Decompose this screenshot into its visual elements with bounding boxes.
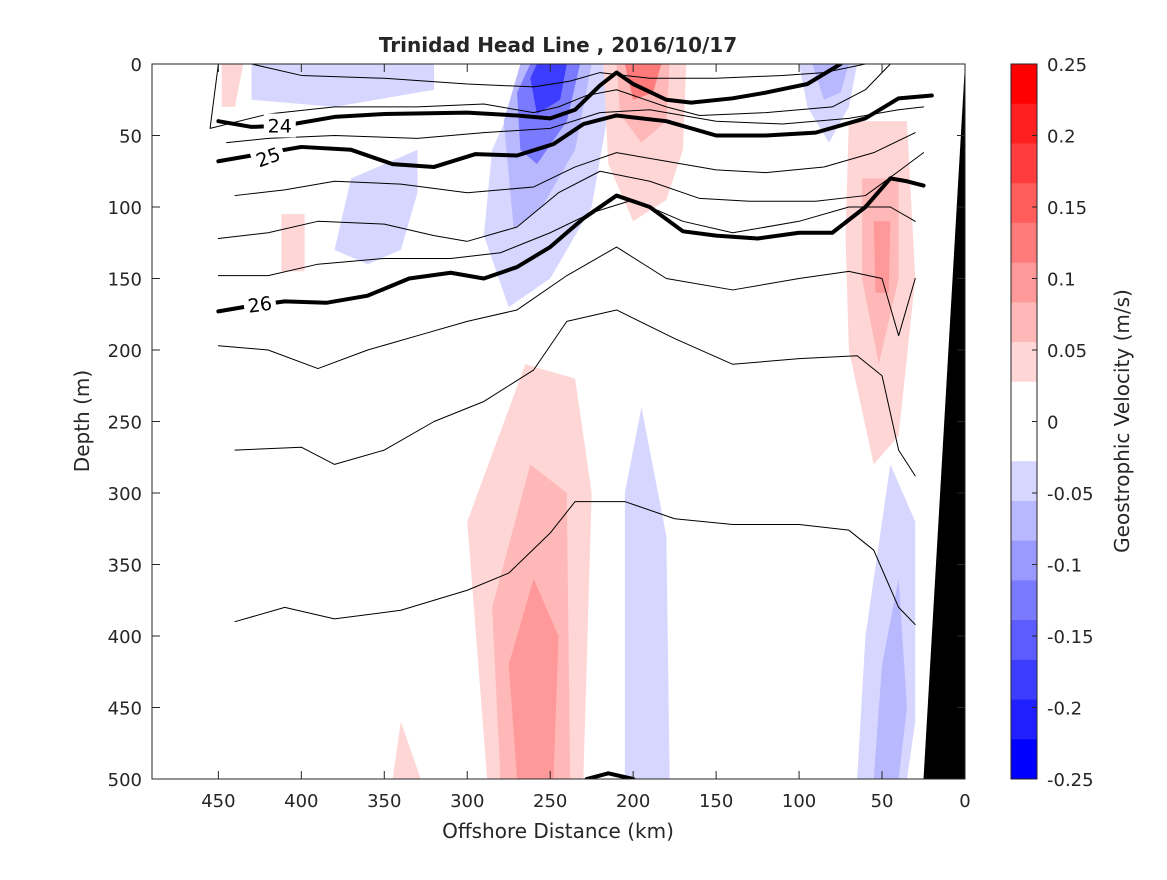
colorbar-tick-label-8: -0.15 — [1047, 627, 1094, 648]
velocity-region-10 — [624, 64, 662, 100]
velocity-region-18 — [508, 578, 559, 779]
colorbar-tick-label-3: 0.1 — [1047, 270, 1076, 291]
y-tick-label-9: 450 — [108, 699, 142, 720]
velocity-region-3 — [281, 214, 305, 272]
x-tick-label-3: 300 — [450, 791, 484, 812]
y-tick-label-3: 150 — [108, 270, 142, 291]
bathymetry-wedge — [923, 64, 965, 779]
colorbar-tick-label-10: -0.25 — [1047, 770, 1094, 791]
y-tick-label-6: 300 — [108, 484, 142, 505]
colorbar-segment-0 — [1011, 64, 1037, 105]
y-tick-label-0: 0 — [131, 55, 142, 76]
velocity-region-0 — [221, 64, 244, 107]
y-tick-label-5: 250 — [108, 413, 142, 434]
velocity-region-7 — [530, 64, 567, 115]
x-tick-label-5: 200 — [616, 791, 650, 812]
x-tick-label-7: 100 — [782, 791, 816, 812]
y-tick-label-2: 100 — [108, 198, 142, 219]
contour-label-bg-1 — [263, 113, 296, 138]
y-tick-label-1: 50 — [119, 127, 142, 148]
density-contour-8 — [217, 199, 916, 277]
colorbar-tick-label-6: -0.05 — [1047, 484, 1094, 505]
colorbar-tick-label-4: 0.05 — [1047, 341, 1087, 362]
colorbar — [1011, 64, 1037, 780]
contour-label-1: 24 — [268, 115, 292, 137]
y-axis-label: Depth (m) — [70, 370, 94, 472]
contour-label-bg-3 — [249, 140, 288, 174]
chart-title: Trinidad Head Line , 2016/10/17 — [379, 33, 737, 57]
colorbar-segment-1 — [1011, 103, 1037, 144]
velocity-region-19 — [624, 407, 670, 779]
colorbar-segment-12 — [1011, 540, 1037, 581]
colorbar-segment-9 — [1011, 421, 1037, 462]
colorbar-tick-label-5: 0 — [1047, 413, 1058, 434]
colorbar-segment-11 — [1011, 500, 1037, 542]
colorbar-segment-16 — [1011, 699, 1037, 740]
density-contour-0 — [251, 64, 866, 88]
contour-label-7: 26 — [246, 293, 273, 318]
velocity-region-21 — [873, 578, 907, 779]
density-contour-11 — [234, 501, 916, 626]
density-contour-4 — [226, 106, 925, 144]
velocity-region-22 — [392, 721, 421, 779]
x-tick-label-9: 0 — [959, 791, 970, 812]
colorbar-tick-label-7: -0.1 — [1047, 556, 1082, 577]
colorbar-segment-6 — [1011, 302, 1037, 343]
velocity-region-2 — [334, 149, 418, 265]
density-contour-3 — [216, 93, 934, 169]
x-tick-label-6: 150 — [699, 791, 733, 812]
colorbar-segment-17 — [1011, 739, 1037, 780]
y-axis-ticks: 0 50 100 150 200 250 300 350 400 450 500 — [108, 55, 965, 791]
colorbar-tick-label-2: 0.15 — [1047, 198, 1087, 219]
x-tick-label-1: 400 — [284, 791, 318, 812]
x-axis-ticks: 450 400 350 300 250 200 150 100 50 0 — [201, 64, 971, 812]
colorbar-label: Geostrophic Velocity (m/s) — [1110, 289, 1134, 553]
x-tick-label-2: 350 — [367, 791, 401, 812]
y-tick-label-7: 350 — [108, 556, 142, 577]
density-contour-6 — [217, 152, 925, 242]
colorbar-tick-label-0: 0.25 — [1047, 55, 1087, 76]
bathymetry — [923, 64, 965, 779]
colorbar-tick-label-9: -0.2 — [1047, 699, 1082, 720]
density-contour-2 — [209, 64, 891, 129]
colorbar-ticks: 0.25 0.2 0.15 0.1 0.05 0 -0.05 -0.1 -0.15 -0.2 -0.… — [1032, 55, 1094, 791]
y-tick-label-8: 400 — [108, 627, 142, 648]
colorbar-segment-8 — [1011, 381, 1037, 422]
y-tick-label-10: 500 — [108, 770, 142, 791]
density-contour-1 — [216, 64, 843, 129]
x-axis-label: Offshore Distance (km) — [442, 819, 674, 843]
density-contour-10 — [234, 309, 916, 477]
colorbar-segment-10 — [1011, 461, 1037, 502]
colorbar-segment-15 — [1011, 659, 1037, 701]
x-tick-label-8: 50 — [871, 791, 894, 812]
colorbar-segment-3 — [1011, 183, 1037, 224]
colorbar-segment-13 — [1011, 580, 1037, 621]
density-contour-7 — [216, 176, 926, 314]
contour-label-bg-7 — [242, 290, 278, 319]
colorbar-segment-7 — [1011, 342, 1037, 383]
density-contour-9 — [217, 246, 916, 370]
colorbar-segment-5 — [1011, 262, 1037, 303]
colorbar-segment-4 — [1011, 222, 1037, 264]
density-contour-5 — [234, 132, 916, 197]
x-tick-label-0: 450 — [201, 791, 235, 812]
colorbar-tick-label-1: 0.2 — [1047, 127, 1076, 148]
x-tick-label-4: 250 — [533, 791, 567, 812]
colorbar-segment-14 — [1011, 620, 1037, 661]
colorbar-segment-2 — [1011, 143, 1037, 184]
density-contour-12 — [584, 771, 636, 779]
density-contours — [209, 64, 934, 779]
y-tick-label-4: 200 — [108, 341, 142, 362]
velocity-region-15 — [873, 221, 891, 293]
